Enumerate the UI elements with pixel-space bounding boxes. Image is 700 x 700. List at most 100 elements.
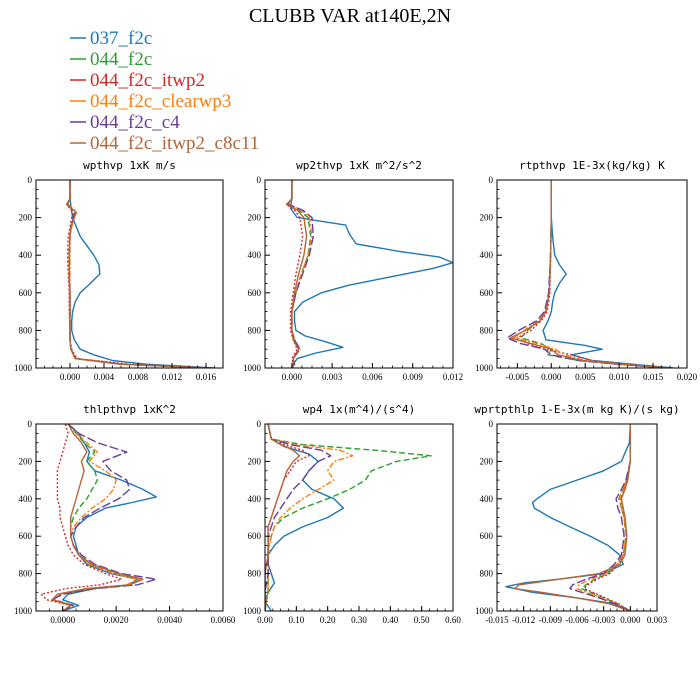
series-line (65, 180, 213, 368)
y-tick-label: 200 (248, 213, 262, 223)
y-tick-label: 0 (489, 175, 494, 185)
series-line (516, 180, 671, 368)
series-line (265, 424, 354, 611)
y-tick-label: 600 (248, 531, 262, 541)
y-tick-label: 1000 (243, 363, 262, 373)
panel-title: wp2thvp 1xK m^2/s^2 (296, 159, 422, 172)
panel-title: thlpthvp 1xK^2 (83, 403, 176, 416)
legend-label: 044_f2c_itwp2_c8c11 (90, 133, 259, 154)
x-tick-label: 0.20 (320, 615, 336, 625)
y-tick-label: 400 (480, 494, 494, 504)
y-tick-label: 600 (248, 288, 262, 298)
series-line (66, 180, 211, 368)
series-line (583, 424, 631, 611)
x-tick-label: 0.015 (643, 372, 664, 382)
x-tick-label: 0.0020 (104, 615, 129, 625)
series-line (265, 424, 344, 611)
x-tick-label: 0.50 (414, 615, 430, 625)
y-tick-label: 800 (480, 325, 494, 335)
x-tick-label: 0.020 (677, 372, 698, 382)
series-line (580, 424, 631, 611)
series-line (65, 180, 208, 368)
x-tick-label: 0.005 (575, 372, 596, 382)
panels: wpthvp 1xK m/s0.000 0.004 0.008 0.012 0.0160… (14, 159, 698, 625)
legend: 037_f2c044_f2c044_f2c_itwp2044_f2c_clear… (70, 28, 259, 154)
x-tick-label: 0.016 (196, 372, 217, 382)
y-tick-label: 1000 (14, 606, 33, 616)
legend-label: 044_f2c_itwp2 (90, 70, 205, 91)
series-line (542, 180, 674, 368)
series-line (569, 424, 631, 611)
series-line (520, 180, 667, 368)
y-tick-label: 0 (257, 175, 262, 185)
y-tick-label: 800 (248, 569, 262, 579)
figure-title: CLUBB VAR at140E,2N (249, 5, 451, 27)
x-tick-label: -0.009 (539, 615, 563, 625)
y-tick-label: 600 (19, 288, 33, 298)
y-tick-label: 800 (19, 569, 33, 579)
x-tick-label: 0.00 (257, 615, 273, 625)
y-tick-label: 400 (19, 494, 33, 504)
x-tick-label: 0.006 (362, 372, 383, 382)
y-tick-label: 600 (480, 531, 494, 541)
plot-frame (35, 179, 224, 369)
y-tick-label: 400 (19, 250, 33, 260)
x-tick-label: -0.003 (592, 615, 616, 625)
series-line (513, 180, 669, 368)
panel-title: wpthvp 1xK m/s (83, 159, 176, 172)
y-tick-label: 1000 (475, 363, 494, 373)
x-tick-label: 0.000 (541, 372, 562, 382)
y-tick-label: 1000 (14, 363, 33, 373)
series-line (285, 180, 304, 368)
series-line (576, 424, 631, 611)
panel-title: wp4 1x(m^4)/(s^4) (303, 403, 416, 416)
x-tick-label: 0.003 (322, 372, 343, 382)
x-tick-label: 0.009 (403, 372, 424, 382)
y-tick-label: 400 (248, 494, 262, 504)
series-line (514, 424, 631, 611)
y-tick-label: 200 (248, 456, 262, 466)
series-line (285, 180, 308, 368)
y-tick-label: 0 (489, 419, 494, 429)
plot-frame (264, 423, 454, 612)
chart-panel: rtpthvp 1E-3x(kg/kg) K -0.005 0.000 0.005 0.… (475, 159, 698, 382)
series-line (51, 424, 157, 611)
y-tick-label: 0 (28, 419, 33, 429)
series-line (66, 180, 210, 368)
x-tick-label: 0.000 (60, 372, 81, 382)
legend-label: 044_f2c_clearwp3 (90, 91, 231, 112)
series-line (40, 424, 123, 611)
series-line (265, 424, 432, 611)
series-line (69, 180, 215, 368)
x-tick-label: -0.012 (512, 615, 535, 625)
y-tick-label: 1000 (475, 606, 494, 616)
series-line (67, 180, 212, 368)
chart-panel: wprtpthlp 1-E-3x(m kg K)/(s kg)-0.015 -0.… (474, 403, 679, 625)
series-line (265, 424, 301, 611)
panel-title: rtpthvp 1E-3x(kg/kg) K (519, 159, 665, 172)
y-tick-label: 0 (257, 419, 262, 429)
y-tick-label: 200 (19, 456, 33, 466)
x-tick-label: -0.006 (565, 615, 589, 625)
x-tick-label: 0.003 (647, 615, 668, 625)
x-tick-label: 0.000 (620, 615, 641, 625)
x-tick-label: 0.40 (382, 615, 398, 625)
y-tick-label: 800 (19, 325, 33, 335)
y-tick-label: 600 (19, 531, 33, 541)
x-tick-label: 0.010 (609, 372, 630, 382)
legend-label: 044_f2c_c4 (90, 112, 180, 133)
x-tick-label: 0.008 (128, 372, 149, 382)
series-line (509, 180, 667, 368)
x-tick-label: -0.005 (506, 372, 530, 382)
chart-panel: thlpthvp 1xK^2 0.0000 0.0020 0.0040 0.0060 0 2… (14, 403, 236, 625)
x-tick-label: 0.10 (288, 615, 304, 625)
y-tick-label: 400 (480, 250, 494, 260)
x-tick-label: 0.012 (443, 372, 463, 382)
chart-panel: wp4 1x(m^4)/(s^4) 0.00 0.10 0.20 0.30 0.40 0.5… (243, 403, 461, 625)
y-tick-label: 600 (480, 288, 494, 298)
chart-panel: wpthvp 1xK m/s 0.000 0.004 0.008 0.012 0.016 0… (14, 159, 224, 382)
x-tick-label: 0.0040 (157, 615, 182, 625)
series-line (51, 424, 144, 611)
x-tick-label: 0.0000 (50, 615, 75, 625)
